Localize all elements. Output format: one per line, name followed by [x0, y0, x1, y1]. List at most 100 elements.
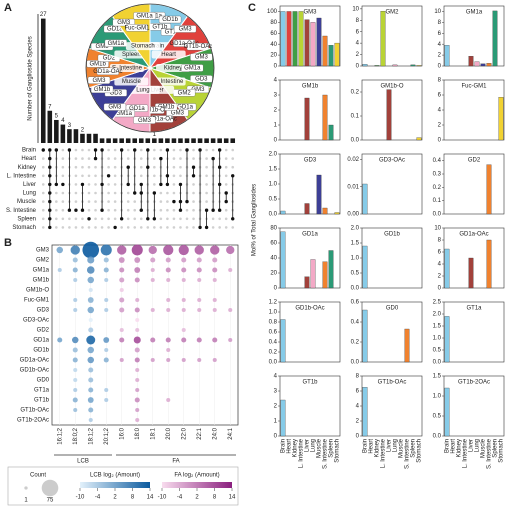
matrix-dot-empty	[159, 217, 163, 221]
size-legend-dot	[24, 486, 28, 490]
matrix-dot-empty	[205, 157, 208, 160]
y-tick-label: 2	[438, 53, 442, 59]
set-name: Spleen	[17, 216, 36, 222]
y-tick-label: 3	[274, 93, 278, 99]
row-label: GD1b	[33, 348, 49, 354]
dot	[212, 257, 218, 263]
dot	[70, 245, 80, 255]
matrix-dot	[48, 174, 52, 178]
category-label: Brain	[363, 439, 369, 453]
bar	[304, 276, 310, 289]
dot	[119, 287, 124, 293]
matrix-dot-empty	[107, 226, 110, 229]
matrix-dot	[178, 182, 183, 187]
matrix-dot-empty	[61, 226, 65, 229]
ganglioside-label: GM3	[117, 20, 131, 26]
matrix-dot-empty	[55, 226, 58, 229]
row-label: GD2	[37, 328, 50, 334]
matrix-dot-empty	[120, 226, 123, 229]
dot	[72, 347, 78, 353]
matrix-dot-empty	[113, 148, 117, 152]
matrix-dot-empty	[179, 174, 182, 178]
y-tick-label: 0.5	[433, 414, 442, 420]
y-tick-label: 0.6	[269, 330, 278, 336]
dot	[119, 277, 125, 283]
dot	[88, 417, 93, 423]
bar	[416, 137, 422, 141]
dot	[150, 277, 155, 283]
ganglioside-bg	[186, 43, 210, 51]
dot	[181, 307, 186, 313]
panel-title: GD1b	[384, 232, 400, 238]
matrix-dot	[48, 165, 52, 169]
matrix-dot-empty	[179, 148, 182, 152]
matrix-dot	[159, 156, 163, 161]
matrix-dot-empty	[74, 165, 78, 169]
y-tick-label: 0.3	[433, 172, 442, 178]
ganglioside-label: GM2	[178, 90, 192, 96]
matrix-dot-empty	[113, 191, 117, 195]
plot-frame	[51, 244, 239, 426]
matrix-dot-empty	[41, 174, 45, 178]
matrix-dot	[100, 208, 104, 212]
matrix-dot	[224, 199, 228, 204]
tissue-label-bg	[151, 50, 186, 59]
ganglioside-label: GT1b	[152, 25, 168, 31]
dot	[197, 307, 202, 313]
matrix-dot	[93, 148, 98, 152]
ganglioside-label: GM3	[96, 44, 110, 50]
bar	[93, 133, 98, 143]
matrix-dot-empty	[41, 157, 45, 160]
ganglioside-label: GD2	[103, 56, 116, 62]
y-tick-label: 60	[270, 31, 277, 37]
dot	[166, 397, 171, 403]
y-tick-label: 0.5	[269, 197, 278, 203]
y-tick-label: 60	[270, 241, 277, 247]
y-tick-label: 0.6	[351, 300, 360, 306]
diagram-outline	[85, 3, 215, 133]
dot	[82, 241, 100, 259]
y-tick-label: 20	[270, 271, 277, 277]
y-tick-label: 8	[356, 18, 360, 24]
dot	[100, 244, 112, 256]
plot-frame	[361, 5, 423, 67]
matrix-dot	[61, 182, 65, 187]
matrix-dot-empty	[172, 208, 176, 212]
matrix-dot-empty	[107, 183, 110, 186]
panel-label: B	[4, 237, 12, 249]
bar	[362, 309, 368, 363]
bar	[204, 138, 209, 143]
row-label: GT1b-2OAc	[17, 418, 49, 424]
matrix-dot-empty	[205, 183, 208, 186]
plot-frame	[443, 375, 505, 437]
plot-frame	[361, 79, 423, 141]
bar	[280, 231, 286, 289]
bar	[444, 316, 450, 363]
dot	[228, 337, 233, 343]
color-tick-label: 14	[229, 495, 236, 501]
y-tick-label: 8	[438, 238, 442, 244]
y-tick-label: 0.02	[347, 157, 359, 163]
ganglioside-label: GD1a	[129, 106, 145, 112]
bar	[119, 138, 124, 143]
matrix-dot-empty	[113, 183, 117, 186]
legend-frame	[7, 466, 239, 506]
y-tick-label: 6	[356, 29, 360, 35]
dot	[148, 245, 157, 255]
value-label: 4	[61, 118, 65, 124]
bar	[410, 64, 416, 67]
bar	[444, 248, 450, 289]
matrix-dot	[100, 182, 104, 187]
y-tick-label: 0	[438, 64, 442, 70]
bar	[486, 164, 492, 215]
dot	[165, 267, 171, 273]
bar	[316, 174, 322, 215]
column-label: 22:0	[181, 427, 187, 439]
bar	[217, 138, 222, 143]
dot	[135, 327, 140, 333]
dot	[196, 267, 202, 273]
y-tick-label: 6	[438, 31, 442, 37]
matrix-dot-empty	[113, 208, 117, 212]
bar	[480, 63, 486, 67]
ganglioside-bg	[181, 64, 204, 72]
